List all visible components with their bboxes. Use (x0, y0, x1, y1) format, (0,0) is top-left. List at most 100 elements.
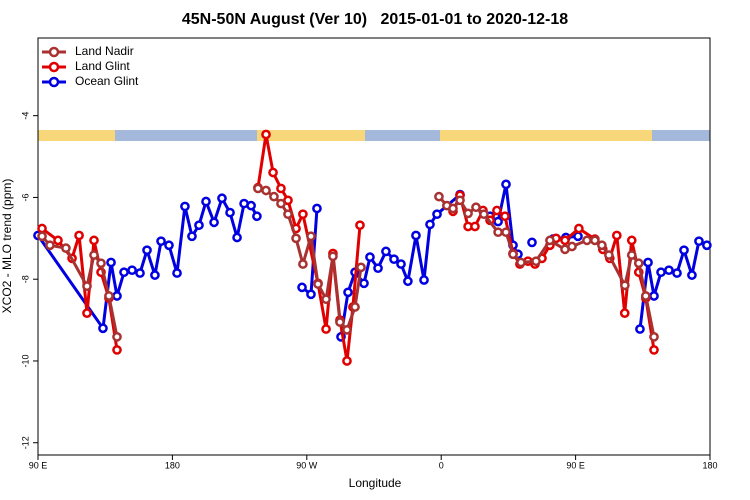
point (508, 249, 518, 260)
chart-title: 45N-50N August (Ver 10) 2015-01-01 to 20… (182, 11, 568, 28)
point (268, 167, 278, 178)
point (269, 191, 279, 202)
point (493, 216, 503, 227)
point (649, 291, 659, 301)
ocean-band (38, 130, 710, 141)
x-axis-title: Longitude (349, 476, 402, 490)
point (252, 211, 262, 222)
point (312, 203, 322, 214)
point (694, 236, 704, 247)
point (425, 219, 435, 230)
point (150, 270, 160, 280)
point (342, 356, 352, 366)
y-axis-title: XCO2 - MLO trend (ppm) (0, 179, 14, 314)
point (635, 324, 645, 334)
point (479, 209, 489, 220)
point (389, 254, 399, 265)
point (194, 220, 204, 231)
point (493, 227, 503, 238)
point (448, 203, 458, 214)
land-band (257, 130, 365, 141)
point (335, 317, 345, 327)
point (455, 195, 465, 206)
point (664, 265, 674, 276)
point (356, 262, 366, 273)
point (359, 278, 369, 289)
point (687, 270, 697, 280)
point (582, 235, 592, 246)
point (283, 209, 293, 220)
legend-marker (48, 46, 60, 58)
point (253, 183, 263, 194)
point (573, 231, 583, 242)
legend-label: Land Nadir (75, 44, 134, 58)
point (381, 246, 391, 257)
point (574, 223, 584, 234)
point (127, 265, 137, 276)
point (232, 232, 242, 243)
point (411, 230, 421, 241)
point (217, 193, 227, 204)
point (37, 231, 47, 242)
point (470, 221, 480, 232)
point (679, 245, 689, 256)
x-tick-label: 180 (702, 460, 717, 470)
point (403, 276, 413, 287)
point (135, 268, 145, 278)
point (434, 191, 444, 202)
point (633, 258, 644, 269)
point (350, 302, 360, 312)
point (276, 198, 286, 209)
legend-marker (48, 61, 60, 73)
point (328, 251, 338, 262)
point (321, 294, 331, 305)
point (201, 196, 211, 207)
y-tick-label: -6 (20, 193, 30, 201)
y-tick-label: -12 (20, 436, 30, 449)
point (656, 267, 666, 278)
point (82, 308, 92, 318)
point (611, 230, 622, 241)
series (37, 183, 659, 342)
point (516, 257, 526, 268)
point (89, 250, 99, 260)
point (96, 258, 106, 269)
point (643, 257, 653, 268)
point (626, 235, 637, 246)
point (672, 268, 682, 278)
legend-label: Land Glint (75, 59, 130, 73)
y-tick-label: -4 (20, 112, 30, 120)
legend-label: Ocean Glint (75, 74, 139, 88)
legend-marker (48, 76, 60, 88)
point (471, 202, 481, 213)
point (463, 208, 473, 219)
point (649, 332, 659, 342)
point (626, 250, 637, 260)
point (355, 220, 365, 231)
point (597, 240, 607, 251)
point (342, 325, 352, 335)
point (112, 332, 122, 342)
point (640, 291, 651, 301)
point (164, 240, 174, 251)
point (567, 241, 577, 252)
point (321, 324, 331, 334)
land-ocean-strip (38, 130, 710, 141)
point (298, 259, 308, 269)
point (297, 282, 307, 293)
point (246, 200, 256, 211)
point (156, 236, 166, 247)
point (89, 235, 99, 246)
point (531, 256, 541, 267)
point (343, 287, 353, 298)
x-tick-label: 90 E (566, 460, 585, 470)
point (82, 281, 92, 292)
point (106, 257, 116, 268)
point (98, 323, 108, 334)
point (112, 345, 122, 355)
point (492, 205, 502, 216)
point (396, 259, 406, 269)
y-tick-label: -10 (20, 354, 30, 367)
